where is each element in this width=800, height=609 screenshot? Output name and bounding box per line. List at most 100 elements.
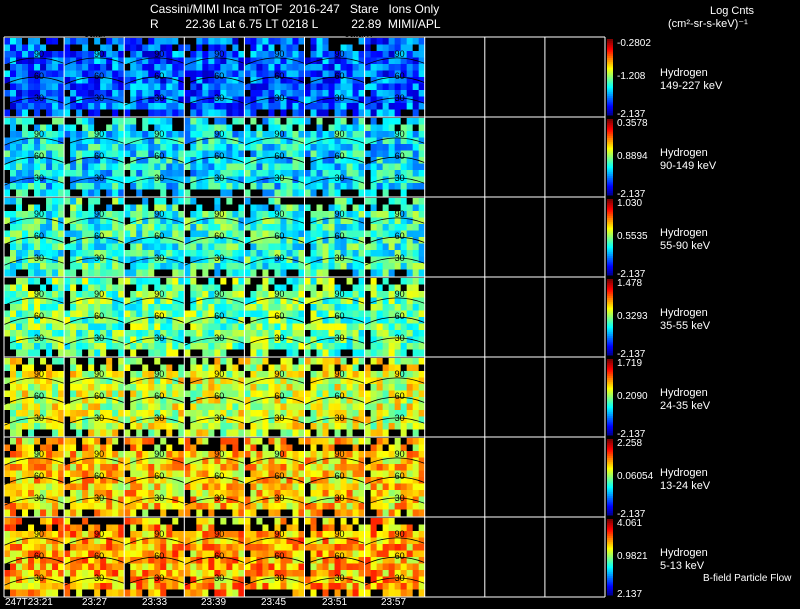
heatmap-cell [334,103,341,110]
heatmap-cell [310,38,317,45]
heatmap-cell [244,250,251,257]
heatmap-cell [184,230,191,238]
heatmap-cell [220,464,227,471]
heatmap-cell [178,103,185,110]
heatmap-cell [208,57,215,65]
heatmap-cell [136,103,143,110]
heatmap-cell [70,477,77,484]
heatmap-cell [166,64,173,71]
heatmap-cell [376,77,384,84]
heatmap-cell [286,323,293,331]
contour-line [244,236,305,245]
heatmap-cell [238,364,245,372]
heatmap-cell [310,103,317,110]
heatmap-cell [388,211,396,218]
heatmap-cell [220,137,227,145]
heatmap-cell [334,364,341,372]
heatmap-cell [370,416,378,424]
heatmap-cell [70,64,77,71]
heatmap-cell [184,390,191,398]
heatmap-cell [406,284,414,292]
heatmap-cell [142,470,149,478]
heatmap-cell [118,278,125,285]
heatmap-cell [130,310,137,318]
heatmap-cell [256,38,263,45]
heatmap-cell [418,176,426,184]
heatmap-cell [370,224,378,231]
heatmap-cell [274,464,281,471]
heatmap-cell [274,364,281,372]
heatmap-cell [76,124,83,132]
heatmap-cell [88,137,95,145]
heatmap-cell [172,477,179,484]
heatmap-cell [412,198,420,205]
heatmap-cell [118,358,125,365]
heatmap-cell [4,269,11,277]
heatmap-cell [232,483,239,491]
heatmap-cell [4,330,11,337]
heatmap-cell [208,256,215,264]
heatmap-cell [184,189,191,197]
heatmap-cell [250,503,257,510]
heatmap-cell [154,38,161,45]
heatmap-cell [52,183,59,190]
heatmap-cell [238,144,245,151]
heatmap-cell [340,96,347,104]
heatmap-cell [118,144,125,151]
heatmap-cell [76,330,83,337]
heatmap-cell [346,256,353,264]
heatmap-cell [184,317,191,324]
heatmap-cell [226,278,233,285]
heatmap-cell [106,96,113,104]
heatmap-cell [382,44,390,52]
heatmap-cell [418,109,426,117]
heatmap-cell [244,444,251,452]
heatmap-cell [412,44,420,52]
heatmap-cell [52,83,59,91]
heatmap-cell [76,384,83,391]
heatmap-cell [220,77,227,84]
heatmap-cell [292,263,299,270]
heatmap-cell [100,109,107,117]
heatmap-cell [400,377,408,385]
heatmap-cell [70,183,77,190]
heatmap-cell [376,131,384,138]
heatmap-cell [310,377,317,385]
heatmap-cell [358,70,365,78]
heatmap-cell [82,503,89,510]
heatmap-cell [394,137,402,145]
heatmap-cell [58,176,65,184]
heatmap-cell [58,183,65,190]
heatmap-cell [46,83,53,91]
heatmap-cell [376,291,384,298]
heatmap-cell [364,189,372,197]
heatmap-cell [334,384,341,391]
heatmap-cell [82,57,89,65]
heatmap-cell [244,137,251,145]
heatmap-cell [226,490,233,497]
heatmap-cell [184,131,191,138]
heatmap-cell [184,224,191,231]
heatmap-cell [94,144,101,151]
heatmap-cell [184,204,191,212]
heatmap-cell [400,109,408,117]
heatmap-cell [286,204,293,212]
heatmap-cell [214,423,221,430]
heatmap-cell [280,444,287,452]
heatmap-cell [316,109,323,117]
heatmap-cell [4,304,11,311]
heatmap-cell [40,90,47,97]
heatmap-cell [226,336,233,344]
heatmap-cell [124,230,131,238]
heatmap-cell [364,183,372,190]
heatmap-cell [82,317,89,324]
heatmap-cell [142,336,149,344]
heatmap-cell [82,198,89,205]
heatmap-cell [124,250,131,257]
heatmap-cell [136,364,143,372]
heatmap-cell [142,70,149,78]
heatmap-cell [124,390,131,398]
heatmap-cell [382,230,390,238]
heatmap-cell [34,371,41,378]
heatmap-cell [400,397,408,404]
